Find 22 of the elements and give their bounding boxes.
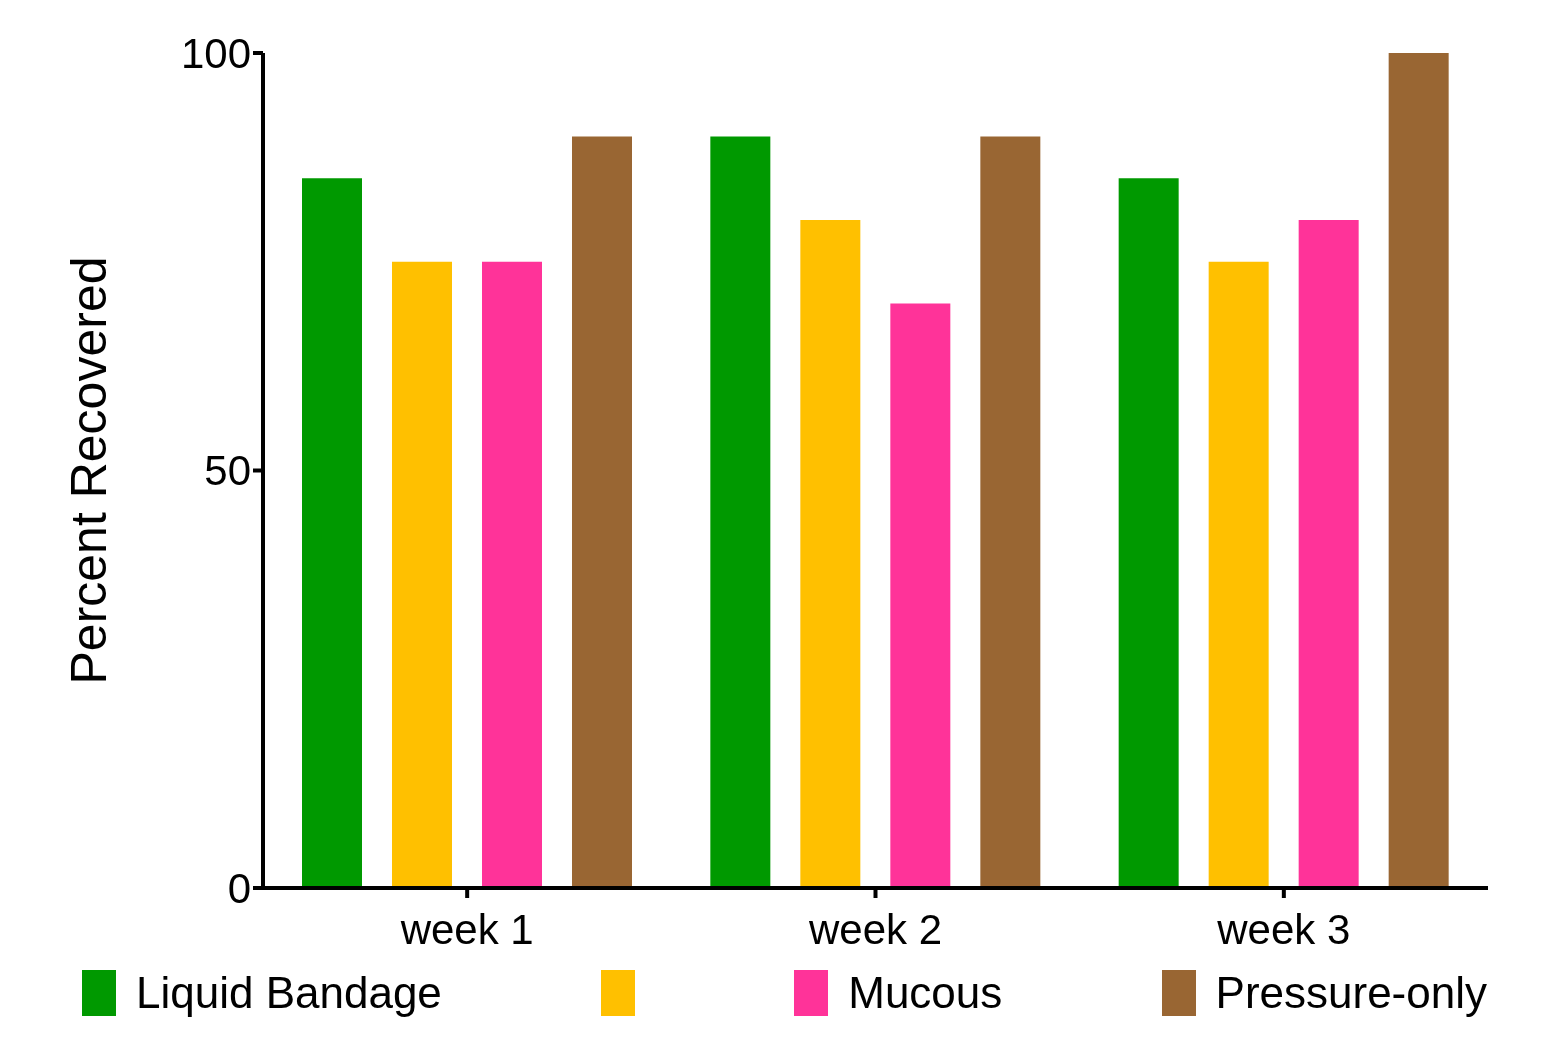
y-axis-title: Percent Recovered	[60, 256, 117, 685]
legend-label: Pressure-only	[1215, 968, 1487, 1018]
legend-label: Liquid Bandage	[136, 968, 442, 1018]
bar	[392, 261, 452, 888]
bar	[1118, 178, 1179, 888]
legend-label: Mucous	[848, 968, 1003, 1018]
bar	[890, 303, 951, 888]
bar	[302, 178, 362, 888]
x-tick-label: week 1	[399, 905, 534, 953]
y-tick-label: 0	[227, 864, 251, 912]
y-tick-label: 100	[180, 29, 251, 77]
x-tick-label: week 3	[1216, 905, 1351, 953]
bar	[572, 136, 632, 888]
bar	[1388, 53, 1449, 888]
bar	[980, 136, 1041, 888]
bar	[710, 136, 771, 888]
bar	[1208, 261, 1269, 888]
y-tick-label: 50	[204, 447, 251, 495]
bar	[1298, 220, 1359, 888]
bar	[800, 220, 861, 888]
x-tick-label: week 2	[807, 905, 943, 953]
bar	[482, 261, 542, 888]
